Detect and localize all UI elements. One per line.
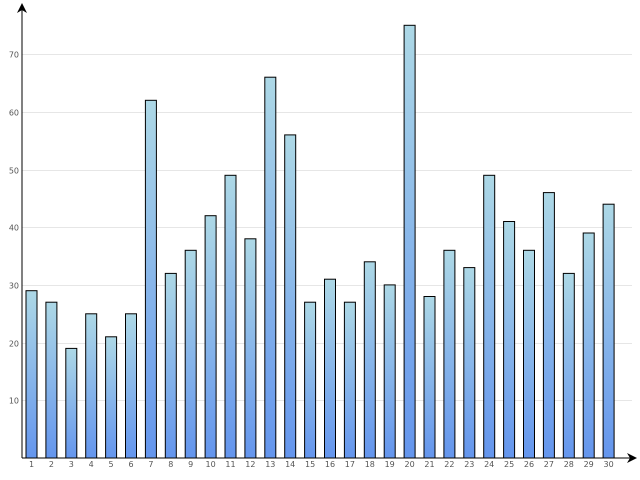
bar-27 [542, 192, 555, 459]
bar-22 [443, 249, 456, 459]
bar-11 [224, 174, 237, 459]
x-tick-label: 29 [584, 460, 594, 469]
x-tick-label: 18 [365, 460, 375, 469]
y-tick-label: 60 [9, 109, 19, 118]
y-tick-labels: 10 20 30 40 50 60 70 [9, 51, 19, 406]
x-tick-label: 14 [285, 460, 295, 469]
x-tick-label: 25 [504, 460, 514, 469]
bar-19 [383, 284, 396, 459]
bar-30 [602, 203, 615, 459]
x-tick-label: 23 [464, 460, 474, 469]
x-tick-label: 27 [544, 460, 554, 469]
bar-14 [284, 134, 297, 459]
y-tick-label: 30 [9, 282, 19, 291]
x-tick-label: 21 [424, 460, 434, 469]
x-tick-label: 28 [564, 460, 574, 469]
y-tick-label: 10 [9, 397, 19, 406]
x-axis-arrow-icon [627, 453, 637, 463]
x-tick-label: 2 [49, 460, 54, 469]
bar-12 [244, 238, 257, 459]
x-tick-label: 19 [385, 460, 395, 469]
bar-1 [25, 290, 38, 459]
bar-3 [65, 347, 78, 459]
bar-18 [363, 261, 376, 459]
bar-17 [343, 301, 356, 459]
bar-15 [304, 301, 317, 459]
x-tick-labels: 1 2 3 4 5 6 7 8 9 10 11 12 13 14 15 16 17 18 19 20 21 22 23 24 2… [29, 460, 614, 469]
bar-5 [105, 336, 118, 459]
x-tick-label: 6 [128, 460, 133, 469]
y-tick-label: 20 [9, 340, 19, 349]
x-tick-label: 7 [148, 460, 153, 469]
y-tick-label: 70 [9, 51, 19, 60]
y-tick-label: 40 [9, 224, 19, 233]
x-tick-label: 9 [188, 460, 193, 469]
x-tick-label: 10 [206, 460, 216, 469]
bars [25, 24, 615, 459]
bar-23 [463, 267, 476, 459]
axes [17, 3, 637, 463]
bar-25 [503, 221, 516, 459]
x-tick-label: 22 [444, 460, 454, 469]
bar-24 [483, 174, 496, 459]
bar-16 [324, 278, 336, 459]
x-tick-label: 11 [225, 460, 235, 469]
bar-29 [582, 232, 595, 459]
bar-28 [562, 272, 575, 459]
x-tick-label: 30 [604, 460, 614, 469]
bar-9 [184, 249, 197, 459]
x-tick-label: 20 [405, 460, 415, 469]
y-tick-label: 50 [9, 167, 19, 176]
x-tick-label: 26 [524, 460, 534, 469]
x-tick-label: 3 [69, 460, 74, 469]
bar-10 [204, 215, 217, 459]
x-tick-label: 17 [345, 460, 355, 469]
x-tick-label: 4 [89, 460, 94, 469]
x-tick-label: 8 [168, 460, 173, 469]
x-tick-label: 12 [245, 460, 255, 469]
x-tick-label: 15 [305, 460, 315, 469]
bar-7 [144, 99, 157, 459]
bar-26 [523, 249, 535, 459]
bar-13 [264, 76, 277, 459]
x-tick-label: 5 [109, 460, 114, 469]
y-axis-arrow-icon [17, 3, 27, 13]
x-tick-label: 1 [29, 460, 34, 469]
bar-6 [125, 313, 137, 459]
x-tick-label: 13 [265, 460, 275, 469]
bar-20 [403, 24, 416, 459]
x-tick-label: 16 [325, 460, 335, 469]
bar-2 [45, 301, 58, 459]
bar-4 [85, 313, 98, 459]
x-tick-label: 24 [484, 460, 494, 469]
bar-8 [164, 272, 177, 459]
bar-21 [423, 296, 436, 459]
